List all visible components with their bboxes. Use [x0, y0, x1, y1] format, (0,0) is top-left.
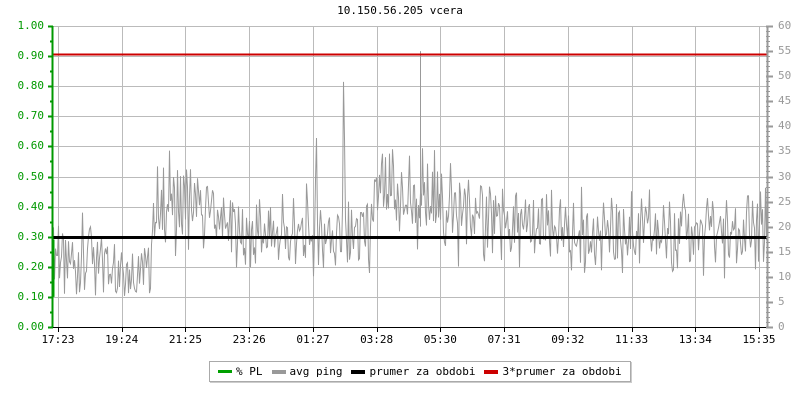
right-axis-tick-label: 60 [778, 19, 792, 32]
x-axis-tick-label: 05:30 [423, 333, 457, 346]
right-axis-tick-label: 10 [778, 269, 792, 283]
x-axis-tick-label: 01:27 [296, 333, 330, 346]
left-axis-tick-label: 0.80 [17, 79, 45, 93]
left-axis-tick-label: 0.00 [17, 320, 45, 333]
legend-prumer[interactable]: prumer za obdobi [351, 365, 475, 378]
data-series-group [52, 51, 767, 297]
x-axis-tick-label: 03:28 [360, 333, 394, 346]
x-axis-tick-label: 17:23 [41, 333, 75, 346]
left-axis-tick-label: 0.70 [17, 109, 45, 123]
legend-avg-ping-label: avg ping [289, 365, 343, 378]
x-axis-tick-label: 21:25 [168, 333, 203, 346]
legend-avg-ping[interactable]: avg ping [271, 365, 343, 378]
right-axis-tick-label: 15 [778, 244, 792, 258]
legend-pl-label: % PL [236, 365, 263, 378]
legend-pl[interactable]: % PL [218, 365, 263, 378]
x-axis-tick-label: 11:33 [614, 333, 649, 346]
right-axis-tick-label: 45 [778, 94, 792, 108]
x-axis-tick-label: 07:31 [487, 333, 521, 346]
left-axis-tick-label: 0.50 [17, 169, 45, 183]
left-axis-tick-label: 0.10 [17, 289, 45, 303]
legend: % PL avg ping prumer za obdobi 3*prumer za … [209, 361, 631, 382]
x-axis-tick-label: 09:32 [551, 333, 585, 346]
x-axis-tick-label: 13:34 [678, 333, 712, 346]
legend-pl-swatch-icon [218, 370, 232, 373]
right-axis-tick-label: 20 [778, 219, 792, 233]
right-axis-tick-label: 25 [778, 194, 792, 208]
left-axis-tick-label: 0.20 [17, 259, 45, 273]
x-axis-tick-label: 15:35 [742, 333, 776, 346]
right-axis-tick-label: 35 [778, 144, 792, 158]
x-axis-tick-label: 23:26 [232, 333, 266, 346]
x-axis-tick-label: 19:24 [105, 333, 139, 346]
legend-avg-ping-swatch-icon [271, 369, 286, 374]
legend-prumer3-label: 3*prumer za obdobi [502, 365, 622, 378]
left-axis-tick-label: 1.00 [17, 19, 45, 32]
axes [48, 25, 773, 332]
legend-prumer3[interactable]: 3*prumer za obdobi [484, 365, 622, 378]
legend-prumer3-swatch-icon [484, 369, 499, 374]
left-axis-tick-label: 0.30 [17, 229, 45, 243]
left-axis-tick-label: 0.40 [17, 199, 45, 213]
series-avg-ping [52, 81, 767, 296]
legend-prumer-swatch-icon [351, 369, 366, 374]
right-axis-tick-label: 5 [778, 294, 785, 308]
page-title: 10.150.56.205 vcera [337, 4, 463, 17]
right-axis-tick-label: 30 [778, 169, 792, 183]
left-axis-tick-label: 0.90 [17, 49, 45, 63]
legend-prumer-label: prumer za obdobi [369, 365, 476, 378]
right-axis-tick-label: 55 [778, 44, 792, 58]
right-axis-tick-label: 50 [778, 69, 792, 83]
left-axis-tick-label: 0.60 [17, 139, 45, 153]
right-axis-tick-label: 40 [778, 119, 792, 133]
right-axis-tick-label: 0 [778, 320, 785, 333]
